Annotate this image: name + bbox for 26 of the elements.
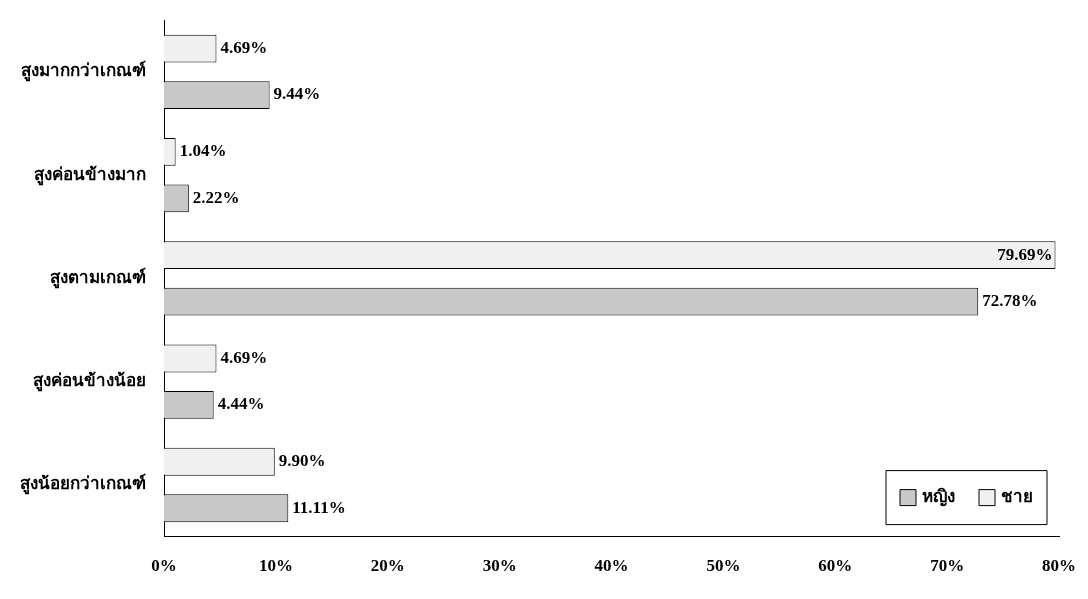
x-tick-label: 40% <box>594 556 629 576</box>
y-tick-label: สูงมากกว่าเกณฑ์ <box>21 60 146 83</box>
data-label: 79.69% <box>997 244 1053 264</box>
data-label: 4.69% <box>220 37 268 57</box>
x-tick-label: 80% <box>1042 556 1076 576</box>
x-tick-label: 50% <box>706 556 741 576</box>
data-label: 1.04% <box>179 141 227 161</box>
y-tick-label: สูงค่อนข้างน้อย <box>33 371 146 393</box>
legend-label: หญิง <box>922 486 955 507</box>
x-tick-label: 10% <box>258 556 293 576</box>
x-tick-label: 70% <box>930 556 965 576</box>
data-label: 11.11% <box>292 497 346 517</box>
legend-label: ชาย <box>1001 486 1033 506</box>
data-label: 9.90% <box>278 451 326 471</box>
x-tick-label: 20% <box>370 556 405 576</box>
data-label: 9.44% <box>273 84 321 104</box>
x-tick-label: 60% <box>818 556 853 576</box>
data-label: 4.44% <box>217 394 265 414</box>
y-tick-label: สูงน้อยกว่าเกณฑ์ <box>20 473 146 496</box>
y-tick-label: สูงตามเกณฑ์ <box>50 266 146 289</box>
data-label: 2.22% <box>192 187 240 207</box>
x-tick-label: 0% <box>151 556 177 576</box>
data-label: 4.69% <box>220 347 268 367</box>
data-label: 72.78% <box>982 291 1038 311</box>
x-tick-label: 30% <box>482 556 517 576</box>
y-tick-label: สูงค่อนข้างมาก <box>34 164 146 186</box>
